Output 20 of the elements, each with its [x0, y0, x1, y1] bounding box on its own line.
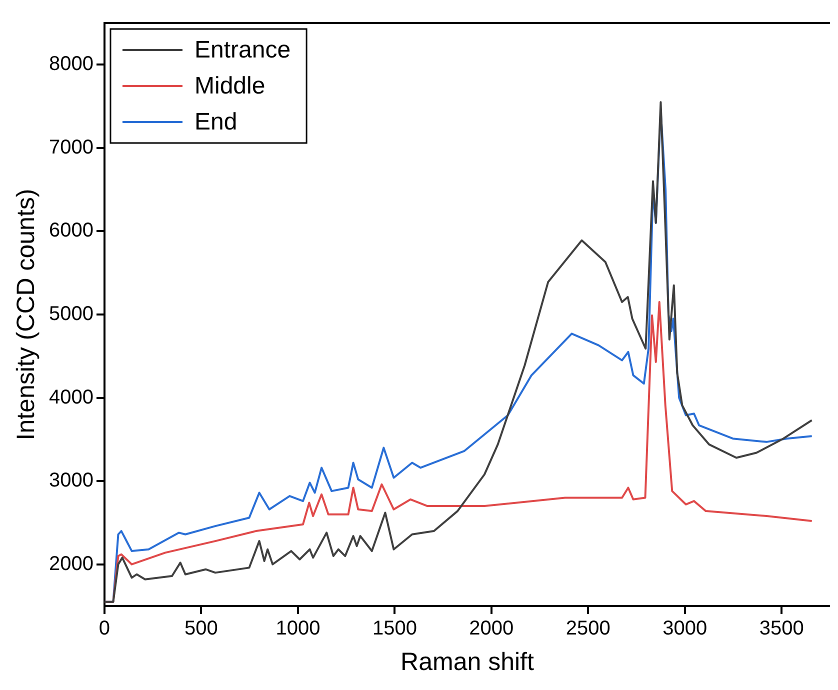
- x-axis-title: Raman shift: [400, 648, 534, 676]
- y-tick-label: 6000: [48, 220, 94, 242]
- y-tick-label: 3000: [48, 470, 94, 492]
- y-axis-title: Intensity (CCD counts): [12, 188, 40, 440]
- y-tick-label: 4000: [48, 386, 94, 408]
- x-tick-label: 2000: [469, 618, 514, 640]
- legend-label: Middle: [194, 72, 266, 100]
- y-tick-label: 8000: [48, 53, 94, 76]
- x-tick-label: 3500: [759, 618, 804, 640]
- legend-label: Entrance: [194, 36, 291, 64]
- x-tick-label: 1500: [372, 618, 417, 640]
- y-tick-label: 2000: [48, 552, 94, 575]
- x-tick-label: 0: [98, 618, 110, 640]
- y-tick-label: 5000: [48, 303, 94, 326]
- y-tick-label: 7000: [48, 136, 94, 158]
- x-tick-label: 2500: [566, 618, 610, 640]
- x-tick-label: 500: [184, 618, 218, 640]
- x-tick-label: 1000: [276, 618, 320, 640]
- legend-label: End: [194, 108, 238, 136]
- x-tick-label: 3000: [662, 618, 708, 640]
